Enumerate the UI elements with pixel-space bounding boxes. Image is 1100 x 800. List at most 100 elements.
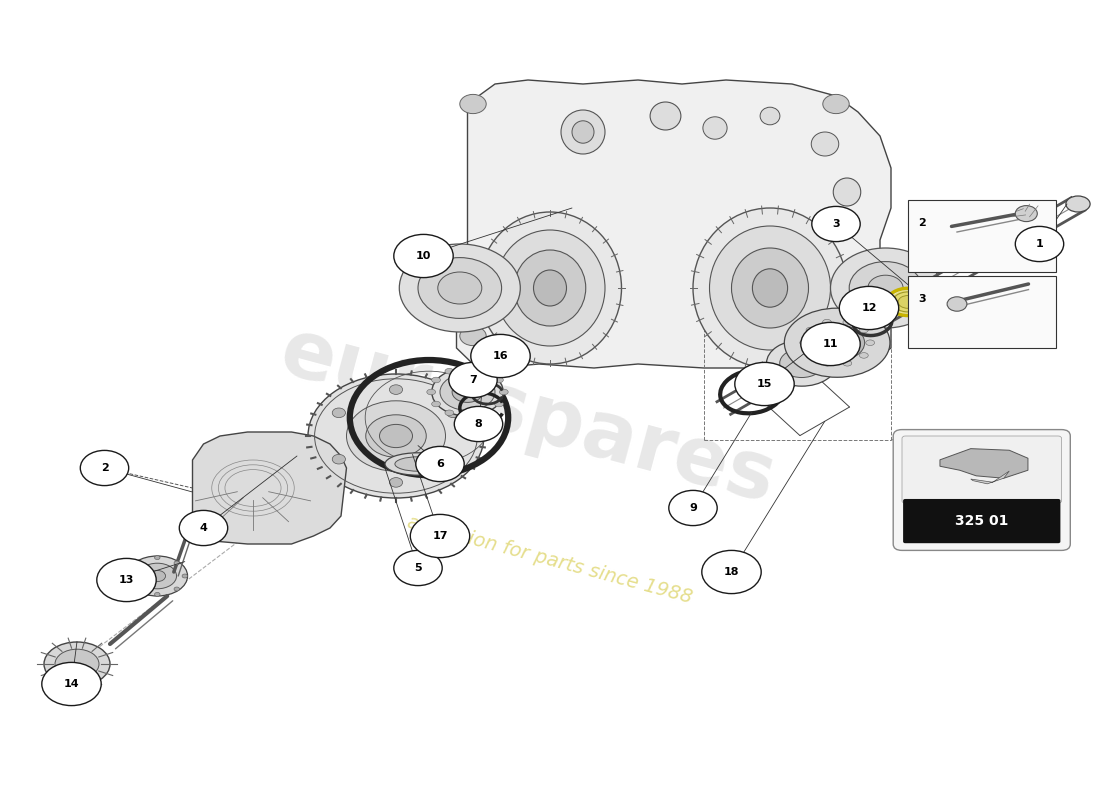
- Ellipse shape: [444, 369, 453, 374]
- Ellipse shape: [866, 340, 874, 346]
- Text: 12: 12: [861, 303, 877, 313]
- Ellipse shape: [482, 369, 490, 374]
- Circle shape: [849, 262, 922, 314]
- Ellipse shape: [561, 110, 605, 154]
- Text: 3: 3: [833, 219, 839, 229]
- FancyBboxPatch shape: [908, 276, 1056, 348]
- Ellipse shape: [515, 250, 585, 326]
- Ellipse shape: [154, 555, 161, 560]
- Circle shape: [823, 326, 849, 346]
- Ellipse shape: [154, 592, 161, 597]
- Ellipse shape: [332, 454, 345, 464]
- Circle shape: [735, 362, 794, 406]
- Ellipse shape: [138, 563, 176, 589]
- Ellipse shape: [710, 226, 830, 350]
- Circle shape: [179, 510, 228, 546]
- Text: 2: 2: [918, 218, 926, 227]
- Ellipse shape: [452, 382, 483, 402]
- Ellipse shape: [1066, 196, 1090, 212]
- FancyBboxPatch shape: [903, 499, 1060, 543]
- Ellipse shape: [784, 308, 890, 378]
- Text: 4: 4: [199, 523, 208, 533]
- Ellipse shape: [810, 325, 865, 361]
- Circle shape: [410, 514, 470, 558]
- Ellipse shape: [463, 413, 472, 419]
- Text: 325 01: 325 01: [955, 514, 1009, 528]
- Ellipse shape: [534, 270, 566, 306]
- Text: 11: 11: [823, 339, 838, 349]
- Ellipse shape: [463, 365, 472, 371]
- Circle shape: [97, 558, 156, 602]
- Ellipse shape: [806, 353, 815, 358]
- Circle shape: [1015, 206, 1037, 222]
- Ellipse shape: [365, 414, 427, 457]
- Ellipse shape: [379, 424, 412, 448]
- Text: 10: 10: [416, 251, 431, 261]
- Text: a passion for parts since 1988: a passion for parts since 1988: [405, 513, 695, 607]
- Ellipse shape: [834, 178, 860, 206]
- Ellipse shape: [308, 374, 484, 498]
- Ellipse shape: [135, 561, 141, 565]
- Text: 6: 6: [436, 459, 444, 469]
- Ellipse shape: [478, 212, 622, 364]
- Text: 18: 18: [724, 567, 739, 577]
- FancyBboxPatch shape: [902, 436, 1062, 503]
- Ellipse shape: [703, 117, 727, 139]
- Polygon shape: [939, 449, 1027, 478]
- Ellipse shape: [182, 574, 187, 578]
- Text: 8: 8: [474, 419, 483, 429]
- Ellipse shape: [732, 248, 808, 328]
- Circle shape: [471, 334, 530, 378]
- Ellipse shape: [693, 208, 847, 368]
- Ellipse shape: [800, 340, 808, 346]
- Ellipse shape: [447, 454, 460, 464]
- Circle shape: [812, 206, 860, 242]
- Ellipse shape: [55, 650, 99, 678]
- Ellipse shape: [174, 587, 179, 591]
- Ellipse shape: [395, 457, 441, 471]
- Text: 16: 16: [493, 351, 508, 361]
- Polygon shape: [970, 471, 1010, 484]
- Ellipse shape: [440, 374, 495, 410]
- Polygon shape: [451, 80, 891, 368]
- Ellipse shape: [760, 107, 780, 125]
- Ellipse shape: [389, 385, 403, 394]
- Ellipse shape: [427, 389, 436, 395]
- Ellipse shape: [892, 292, 923, 312]
- Ellipse shape: [126, 574, 132, 578]
- Circle shape: [394, 234, 453, 278]
- Ellipse shape: [823, 361, 832, 366]
- Ellipse shape: [389, 478, 403, 487]
- Circle shape: [947, 297, 967, 311]
- Text: 2: 2: [100, 463, 109, 473]
- Ellipse shape: [843, 361, 851, 366]
- Ellipse shape: [346, 401, 446, 471]
- Ellipse shape: [385, 453, 451, 475]
- Ellipse shape: [843, 319, 851, 325]
- Circle shape: [460, 94, 486, 114]
- Text: 14: 14: [64, 679, 79, 689]
- Ellipse shape: [447, 408, 460, 418]
- Circle shape: [454, 406, 503, 442]
- Text: eurospares: eurospares: [272, 312, 784, 520]
- Ellipse shape: [148, 570, 165, 582]
- FancyBboxPatch shape: [893, 430, 1070, 550]
- Circle shape: [823, 94, 849, 114]
- Ellipse shape: [495, 230, 605, 346]
- Ellipse shape: [495, 402, 504, 406]
- Ellipse shape: [499, 389, 508, 395]
- Ellipse shape: [898, 295, 917, 308]
- Ellipse shape: [823, 319, 832, 325]
- Ellipse shape: [481, 410, 490, 415]
- Ellipse shape: [890, 290, 925, 314]
- Circle shape: [868, 275, 903, 301]
- Circle shape: [418, 258, 502, 318]
- Circle shape: [801, 322, 860, 366]
- Circle shape: [702, 550, 761, 594]
- Text: 9: 9: [689, 503, 697, 513]
- Ellipse shape: [887, 288, 928, 315]
- Ellipse shape: [431, 402, 440, 406]
- Circle shape: [460, 326, 486, 346]
- Ellipse shape: [135, 587, 141, 591]
- Ellipse shape: [44, 642, 110, 686]
